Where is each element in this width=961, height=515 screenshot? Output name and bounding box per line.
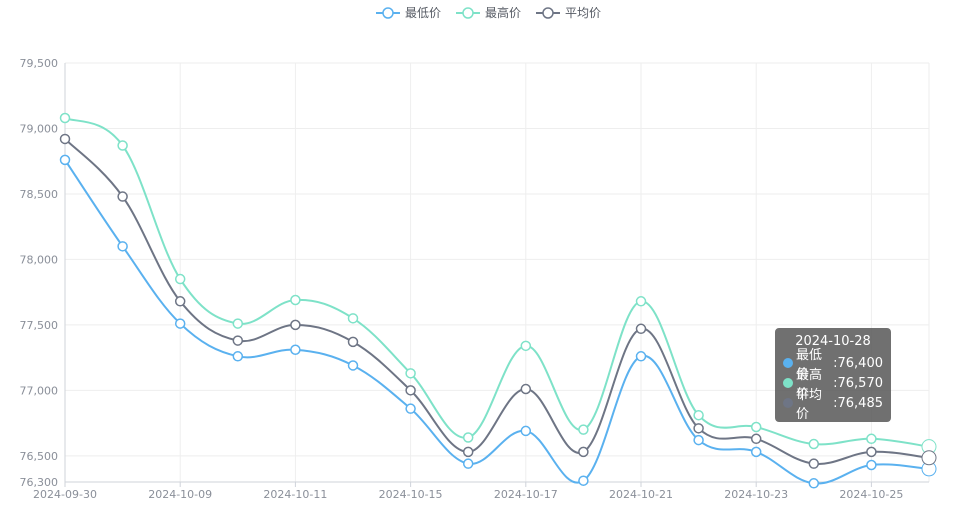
x-tick-label: 2024-10-17 [494, 488, 558, 501]
series-point-2[interactable] [290, 319, 301, 331]
legend-label: 最高价 [485, 5, 521, 20]
y-tick-label: 76,500 [20, 450, 59, 463]
x-axis-tick-labels: 2024-09-30 2024-10-09 2024-10-11 2024-10-15… [33, 488, 903, 501]
series-point-2[interactable] [117, 191, 128, 202]
series-point-0[interactable] [174, 318, 186, 329]
x-tick-label: 2024-10-09 [148, 488, 212, 501]
y-tick-label: 78,500 [20, 188, 59, 201]
series-point-2[interactable] [232, 335, 244, 346]
series-point-2[interactable] [808, 458, 820, 469]
tooltip-label-high: 最高价 [796, 368, 823, 402]
x-tick-label: 2024-10-23 [724, 488, 788, 501]
tooltip-dot-avg [783, 398, 793, 408]
series-point-2[interactable] [174, 296, 186, 307]
tooltip-value-high: 76,570 [837, 375, 884, 391]
series-point-1[interactable] [347, 313, 359, 324]
y-tick-label: 79,500 [20, 57, 59, 70]
series-point-1[interactable] [635, 296, 647, 307]
series-point-2[interactable] [578, 446, 589, 458]
legend-item-2[interactable]: 平均价 [536, 6, 601, 20]
legend-marker-icon [542, 7, 554, 19]
series-point-0[interactable] [232, 351, 244, 362]
tooltip-sep-high: : [833, 375, 838, 391]
chart-legend[interactable]: 最低价 最高价 平均价 [376, 5, 601, 20]
legend-item-0[interactable]: 最低价 [376, 6, 441, 20]
series-point-2[interactable] [750, 433, 762, 445]
series-points [59, 112, 937, 489]
series-point-0[interactable] [462, 458, 474, 469]
series-line-0 [64, 159, 930, 485]
series-point-2[interactable] [866, 446, 877, 458]
series-point-1[interactable] [462, 432, 474, 443]
series-point-0[interactable] [693, 434, 704, 446]
series-point-2[interactable] [462, 446, 474, 458]
y-tick-label: 77,000 [20, 384, 59, 397]
series-point-0[interactable] [750, 446, 762, 458]
tooltip-label-low: 最低价 [796, 348, 823, 382]
legend-item-1[interactable]: 最高价 [456, 5, 521, 20]
x-tick-label: 2024-10-21 [609, 488, 673, 501]
legend-marker-icon [382, 7, 394, 19]
series-point-1[interactable] [232, 318, 244, 329]
series-point-1[interactable] [290, 294, 301, 306]
series-point-0[interactable] [635, 351, 647, 362]
tooltip-dot-low [783, 358, 793, 368]
legend-marker-icon [462, 7, 474, 19]
series-point-1[interactable] [866, 433, 877, 445]
series-point-1[interactable] [578, 424, 589, 435]
series-point-1[interactable] [808, 438, 820, 450]
y-tick-label: 78,000 [20, 253, 59, 266]
series-point-2[interactable] [405, 385, 416, 396]
tooltip-row-high: 最高价: 76,570 [783, 368, 884, 402]
y-axis-tick-labels: 76,300 76,500 77,000 77,500 78,000 78,500 79,0… [20, 57, 59, 489]
series-point-2[interactable] [921, 450, 937, 466]
tooltip-row-low: 最低价: 76,400 [783, 348, 884, 382]
series-point-1[interactable] [59, 112, 71, 124]
series-point-0[interactable] [808, 478, 820, 489]
series-point-2[interactable] [347, 336, 359, 348]
tooltip-sep-low: : [833, 355, 838, 371]
y-tick-label: 77,500 [20, 319, 59, 332]
chart-grid [64, 62, 930, 487]
series-point-0[interactable] [520, 425, 532, 437]
x-tick-label: 2024-10-15 [379, 488, 443, 501]
y-tick-label: 79,000 [20, 122, 59, 135]
series-point-0[interactable] [578, 475, 589, 486]
series-point-2[interactable] [635, 323, 647, 335]
series-point-1[interactable] [750, 421, 762, 433]
tooltip-row-avg: 平均价: 76,485 [783, 388, 884, 422]
series-point-1[interactable] [405, 368, 416, 379]
series-lines [64, 117, 930, 485]
x-tick-label: 2024-09-30 [33, 488, 97, 501]
series-point-0[interactable] [117, 241, 128, 252]
tooltip-dot-high [783, 378, 793, 388]
tooltip-value-avg: 76,485 [837, 395, 884, 411]
series-point-1[interactable] [174, 273, 186, 285]
series-point-0[interactable] [347, 360, 359, 371]
tooltip-sep-avg: : [833, 395, 838, 411]
series-point-1[interactable] [117, 140, 128, 151]
x-tick-label: 2024-10-11 [263, 488, 327, 501]
series-point-2[interactable] [693, 423, 704, 434]
legend-label: 最低价 [405, 6, 441, 20]
series-point-1[interactable] [520, 340, 532, 352]
tooltip-date: 2024-10-28 [795, 334, 871, 349]
series-point-0[interactable] [290, 344, 301, 356]
series-point-0[interactable] [59, 154, 71, 166]
tooltip-value-low: 76,400 [837, 355, 884, 371]
x-tick-label: 2024-10-25 [839, 488, 903, 501]
y-tick-label: 76,300 [20, 476, 59, 489]
series-point-0[interactable] [405, 403, 416, 414]
series-point-1[interactable] [693, 409, 704, 421]
legend-label: 平均价 [565, 6, 601, 20]
series-point-2[interactable] [59, 133, 71, 145]
chart-tooltip: 2024-10-28 最低价: 76,400 最高价: 76,570 平均价: … [775, 328, 891, 422]
chart-axes [64, 63, 929, 483]
tooltip-label-avg: 平均价 [796, 388, 823, 422]
series-point-2[interactable] [520, 383, 532, 395]
series-point-0[interactable] [866, 459, 877, 471]
